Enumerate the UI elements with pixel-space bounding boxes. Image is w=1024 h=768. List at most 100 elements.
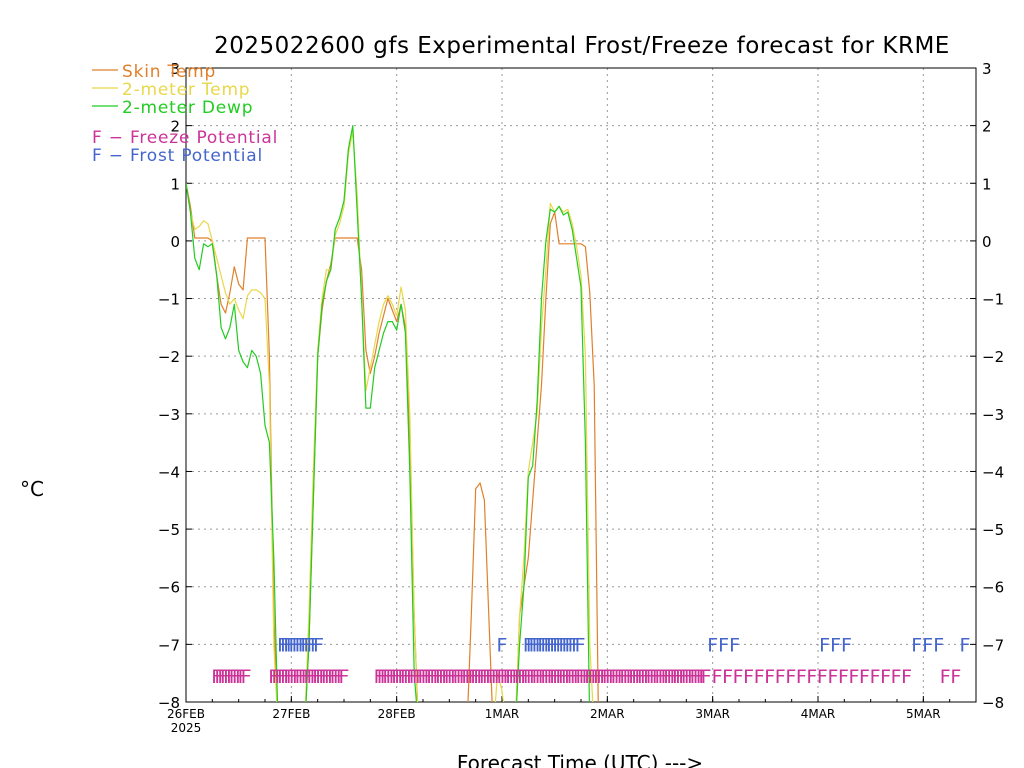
freeze-flag: F <box>508 666 519 688</box>
freeze-flag: F <box>306 666 317 688</box>
x-tick-sublabel: 2025 <box>171 721 202 735</box>
freeze-flag: F <box>646 666 657 688</box>
x-tick-label: 5MAR <box>906 707 941 721</box>
freeze-flag: F <box>687 666 698 688</box>
x-tick-label: 27FEB <box>272 707 310 721</box>
freeze-flag: F <box>901 666 912 688</box>
freeze-flag: F <box>838 666 849 688</box>
frost-flag: F <box>300 634 311 656</box>
freeze-flag: F <box>223 666 234 688</box>
freeze-flag: F <box>500 666 511 688</box>
freeze-flag: F <box>429 666 440 688</box>
freeze-flag: F <box>652 666 663 688</box>
frost-flag: F <box>532 634 543 656</box>
freeze-flag: F <box>318 666 329 688</box>
y-tick-label-left: 3 <box>170 60 180 78</box>
freeze-flag: F <box>277 666 288 688</box>
freeze-flag: F <box>274 666 285 688</box>
freeze-flag: F <box>473 666 484 688</box>
plot-frame <box>185 67 977 703</box>
freeze-flag: F <box>235 666 246 688</box>
y-tick-label-left: −3 <box>158 406 180 424</box>
freeze-flag: F <box>870 666 881 688</box>
x-axis-title: Forecast Time (UTC) ---> <box>457 751 703 768</box>
y-tick-label-left: 0 <box>170 233 180 251</box>
x-tick-label: 2MAR <box>590 707 625 721</box>
frost-flag: F <box>529 634 540 656</box>
freeze-flag: F <box>806 666 817 688</box>
x-tick-label: 26FEB <box>167 707 205 721</box>
freeze-flag: F <box>468 666 479 688</box>
freeze-flag: F <box>785 666 796 688</box>
freeze-flag: F <box>514 666 525 688</box>
frost-flag: F <box>526 634 537 656</box>
freeze-flag: F <box>435 666 446 688</box>
freeze-flag: F <box>564 666 575 688</box>
freeze-flag: F <box>456 666 467 688</box>
freeze-flag: F <box>232 666 243 688</box>
freeze-flag: F <box>226 666 237 688</box>
x-tick-label: 4MAR <box>801 707 836 721</box>
freeze-flag: F <box>611 666 622 688</box>
freeze-flag: F <box>696 666 707 688</box>
freeze-flag: F <box>555 666 566 688</box>
frost-flag: F <box>571 634 582 656</box>
legend-label: 2-meter Temp <box>122 80 250 100</box>
freeze-flag: F <box>754 666 765 688</box>
frost-flag: F <box>283 634 294 656</box>
freeze-flag: F <box>672 666 683 688</box>
freeze-flag: F <box>491 666 502 688</box>
freeze-flag: F <box>558 666 569 688</box>
freeze-flag: F <box>940 666 951 688</box>
freeze-flag: F <box>476 666 487 688</box>
freeze-flag: F <box>643 666 654 688</box>
freeze-flag: F <box>584 666 595 688</box>
freeze-flag: F <box>658 666 669 688</box>
legend-flag-note: F − Freeze Potential <box>92 128 278 148</box>
freeze-flag: F <box>301 666 312 688</box>
freeze-flag: F <box>464 666 475 688</box>
freeze-flag: F <box>315 666 326 688</box>
freeze-flag: F <box>570 666 581 688</box>
frost-flag: F <box>288 634 299 656</box>
freeze-flag: F <box>663 666 674 688</box>
freeze-flag: F <box>220 666 231 688</box>
freeze-flag: F <box>389 666 400 688</box>
freeze-flag: F <box>295 666 306 688</box>
freeze-flag: F <box>661 666 672 688</box>
freeze-flag: F <box>764 666 775 688</box>
freeze-flag: F <box>817 666 828 688</box>
freeze-flag: F <box>523 666 534 688</box>
freeze-flag: F <box>698 666 709 688</box>
freeze-flag: F <box>298 666 309 688</box>
y-tick-label-right: −8 <box>982 694 1004 712</box>
freeze-flag: F <box>292 666 303 688</box>
freeze-flag: F <box>631 666 642 688</box>
freeze-flag: F <box>217 666 228 688</box>
frost-flag: F <box>306 634 317 656</box>
freeze-flag: F <box>628 666 639 688</box>
freeze-flag: F <box>397 666 408 688</box>
freeze-flag: F <box>561 666 572 688</box>
freeze-flag: F <box>403 666 414 688</box>
freeze-flag: F <box>327 666 338 688</box>
freeze-flag: F <box>614 666 625 688</box>
y-tick-label-right: −2 <box>982 348 1004 366</box>
freeze-flag: F <box>573 666 584 688</box>
freeze-flag: F <box>385 666 396 688</box>
series-line-skin-temp <box>186 183 599 702</box>
freeze-flag: F <box>722 666 733 688</box>
freeze-flag: F <box>268 666 279 688</box>
freeze-flag: F <box>461 666 472 688</box>
freeze-flag: F <box>330 666 341 688</box>
freeze-flag: F <box>214 666 225 688</box>
freeze-flag: F <box>286 666 297 688</box>
freeze-flag: F <box>520 666 531 688</box>
frost-flag: F <box>552 634 563 656</box>
chart-title: 2025022600 gfs Experimental Frost/Freeze… <box>214 33 950 59</box>
freeze-flag: F <box>590 666 601 688</box>
freeze-flag: F <box>211 666 222 688</box>
